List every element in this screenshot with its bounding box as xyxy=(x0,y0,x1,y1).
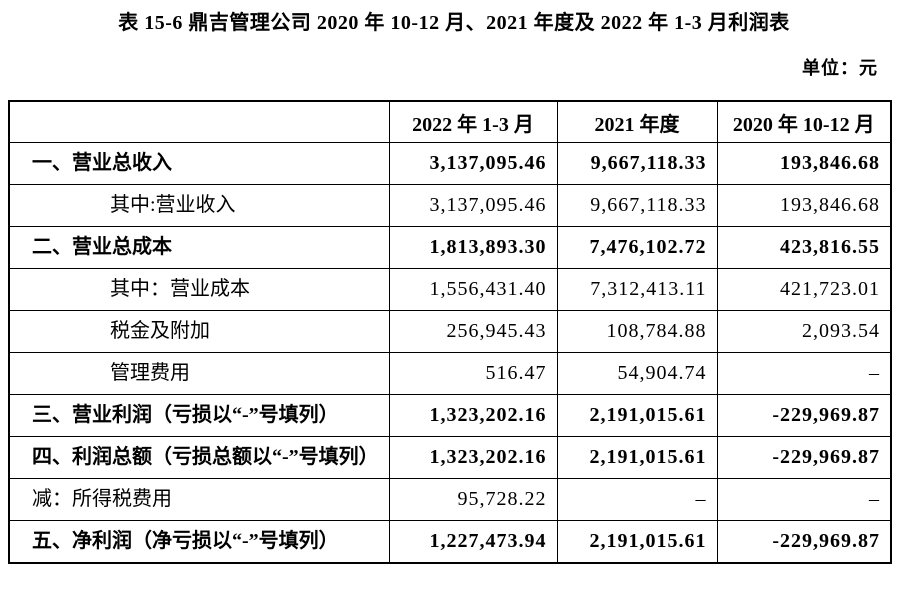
header-row: 2022 年 1-3 月 2021 年度 2020 年 10-12 月 xyxy=(8,100,892,143)
cell-value: 423,816.55 xyxy=(716,226,892,269)
period-column-header: 2022 年 1-3 月 xyxy=(388,100,558,143)
unit-label: 单位：元 xyxy=(802,58,878,78)
cell-value: 193,846.68 xyxy=(716,142,892,185)
row-label: 二、营业总成本 xyxy=(8,226,390,269)
cell-value: 3,137,095.46 xyxy=(388,142,558,185)
table-row: 三、营业利润（亏损以“-”号填列） 1,323,202.16 2,191,015.6… xyxy=(8,394,892,437)
cell-value: 1,323,202.16 xyxy=(388,436,558,479)
cell-value: 9,667,118.33 xyxy=(556,184,718,227)
cell-value: 2,093.54 xyxy=(716,310,892,353)
cell-value: 7,476,102.72 xyxy=(556,226,718,269)
period-column-header: 2021 年度 xyxy=(556,100,718,143)
table-title: 表 15-6 鼎吉管理公司 2020 年 10-12 月、2021 年度及 20… xyxy=(118,12,790,34)
cell-value: -229,969.87 xyxy=(716,394,892,437)
row-label: 管理费用 xyxy=(8,352,390,395)
period-column-header: 2020 年 10-12 月 xyxy=(716,100,892,143)
cell-value: 1,227,473.94 xyxy=(388,520,558,564)
cell-value: 193,846.68 xyxy=(716,184,892,227)
table-row: 其中：营业成本 1,556,431.40 7,312,413.11 421,723.0… xyxy=(8,268,892,311)
cell-value: 54,904.74 xyxy=(556,352,718,395)
cell-value: 3,137,095.46 xyxy=(388,184,558,227)
table-row: 五、净利润（净亏损以“-”号填列） 1,227,473.94 2,191,015.6… xyxy=(8,520,892,564)
row-label: 其中：营业成本 xyxy=(8,268,390,311)
row-label: 减：所得税费用 xyxy=(8,478,390,521)
table-row: 税金及附加 256,945.43 108,784.88 2,093.54 xyxy=(8,310,892,353)
cell-value: 516.47 xyxy=(388,352,558,395)
table-row: 其中:营业收入 3,137,095.46 9,667,118.33 193,846.6… xyxy=(8,184,892,227)
cell-value: 2,191,015.61 xyxy=(556,520,718,564)
row-label: 其中:营业收入 xyxy=(8,184,390,227)
cell-value: – xyxy=(716,478,892,521)
cell-value: 421,723.01 xyxy=(716,268,892,311)
cell-value: 1,556,431.40 xyxy=(388,268,558,311)
row-label: 税金及附加 xyxy=(8,310,390,353)
cell-value: 2,191,015.61 xyxy=(556,436,718,479)
table-header: 2022 年 1-3 月 2021 年度 2020 年 10-12 月 xyxy=(8,100,892,143)
table-row: 管理费用 516.47 54,904.74– xyxy=(8,352,892,395)
cell-value: 9,667,118.33 xyxy=(556,142,718,185)
profit-table: 2022 年 1-3 月 2021 年度 2020 年 10-12 月 一、营业总收… xyxy=(8,100,892,564)
cell-value: – xyxy=(716,352,892,395)
row-label-column-header xyxy=(8,100,390,143)
cell-value: 1,323,202.16 xyxy=(388,394,558,437)
table-row: 四、利润总额（亏损总额以“-”号填列） 1,323,202.16 2,191,015… xyxy=(8,436,892,479)
cell-value: -229,969.87 xyxy=(716,520,892,564)
table-row: 减：所得税费用 95,728.22– – xyxy=(8,478,892,521)
cell-value: 108,784.88 xyxy=(556,310,718,353)
cell-value: 2,191,015.61 xyxy=(556,394,718,437)
cell-value: 95,728.22 xyxy=(388,478,558,521)
table-row: 二、营业总成本 1,813,893.30 7,476,102.72 423,816.5… xyxy=(8,226,892,269)
row-label: 一、营业总收入 xyxy=(8,142,390,185)
cell-value: – xyxy=(556,478,718,521)
row-label: 四、利润总额（亏损总额以“-”号填列） xyxy=(8,436,390,479)
cell-value: -229,969.87 xyxy=(716,436,892,479)
cell-value: 7,312,413.11 xyxy=(556,268,718,311)
row-label: 三、营业利润（亏损以“-”号填列） xyxy=(8,394,390,437)
row-label: 五、净利润（净亏损以“-”号填列） xyxy=(8,520,390,564)
cell-value: 256,945.43 xyxy=(388,310,558,353)
cell-value: 1,813,893.30 xyxy=(388,226,558,269)
table-row: 一、营业总收入 3,137,095.46 9,667,118.33 193,846.6… xyxy=(8,142,892,185)
